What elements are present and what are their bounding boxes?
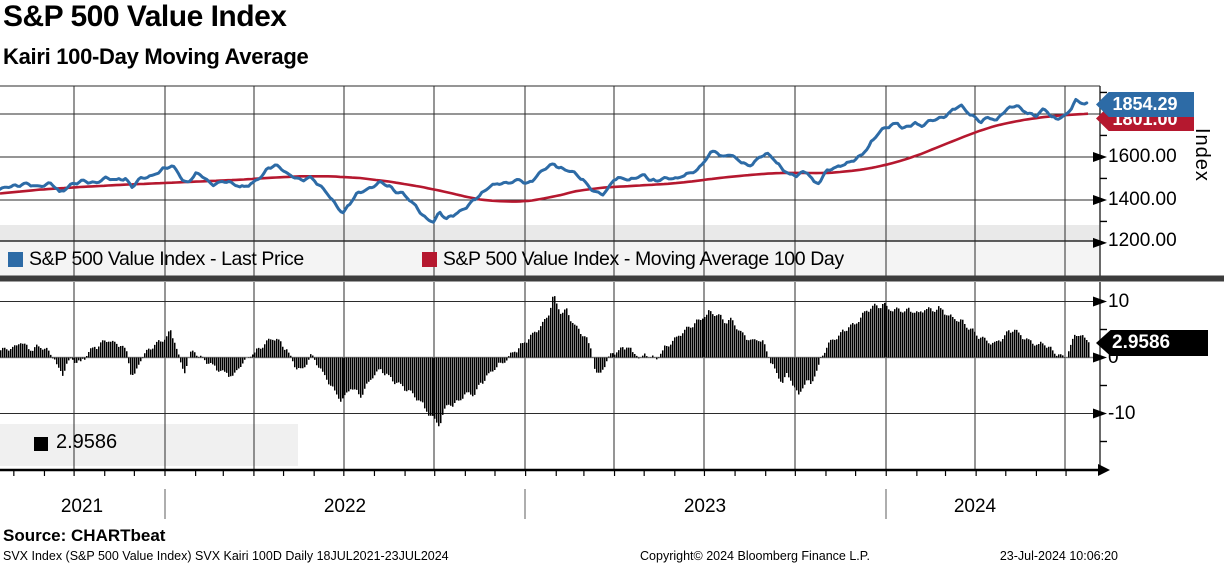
year-label-2023: 2023: [683, 496, 727, 517]
footer-copyright: Copyright© 2024 Bloomberg Finance L.P.: [640, 549, 870, 563]
x-axis-arrow-icon: [1098, 464, 1110, 476]
footer-timestamp: 23-Jul-2024 10:06:20: [999, 549, 1118, 563]
source-label: Source: CHARTbeat: [3, 526, 166, 545]
axis-tick-arrow-icon: [1093, 352, 1107, 363]
last-price-line: [0, 98, 1089, 224]
ma-series-label: S&P 500 Value Index - Moving Average 100…: [442, 247, 844, 270]
kairi-legend-value: 2.9586: [56, 431, 118, 453]
axis-tick-arrow-icon: [1093, 237, 1107, 248]
kairi-bars-series: [0, 296, 1090, 427]
y-tick-1400: 1400.00: [1108, 189, 1177, 210]
price-series-swatch: [8, 251, 23, 267]
moving-average-line: [0, 112, 1089, 203]
y-axis-title: Index: [1191, 128, 1213, 182]
panel-divider: [0, 275, 1224, 282]
axis-tick-arrow-icon: [1093, 296, 1107, 307]
top-chart-legend: S&P 500 Value Index - Last Price S&P 500…: [0, 242, 1100, 276]
kairi-last-value-badge: 2.9586: [1096, 330, 1208, 356]
y-tick-1200: 1200.00: [1108, 230, 1177, 251]
kairi-tick-plus10: 10: [1108, 291, 1130, 312]
footer-ticker-info: SVX Index (S&P 500 Value Index) SVX Kair…: [3, 549, 449, 563]
legend-item-moving-average: S&P 500 Value Index - Moving Average 100…: [421, 247, 844, 271]
y-tick-1600: 1600.00: [1108, 146, 1177, 167]
kairi-legend-chip: [0, 424, 298, 466]
top-legend-strip: [0, 241, 1100, 276]
top-legend-strip-upper: [0, 225, 1100, 241]
last-price-badge: 1854.29: [1096, 92, 1194, 117]
page-subtitle: Kairi 100-Day Moving Average: [3, 44, 309, 69]
page-title: S&P 500 Value Index: [3, 0, 287, 33]
kairi-tick-minus10: -10: [1108, 403, 1136, 424]
kairi-series-swatch: [34, 437, 48, 451]
axis-tick-arrow-icon: [1093, 194, 1107, 205]
ma-series-swatch: [421, 251, 437, 267]
year-label-2022: 2022: [323, 496, 367, 517]
year-label-2024: 2024: [953, 496, 997, 517]
price-series-label: S&P 500 Value Index - Last Price: [29, 247, 304, 270]
axis-tick-arrow-icon: [1093, 151, 1107, 162]
axis-tick-arrow-icon: [1093, 408, 1107, 419]
kairi-tick-zero: 0: [1108, 347, 1119, 368]
legend-item-last-price: S&P 500 Value Index - Last Price: [8, 248, 304, 271]
year-label-2021: 2021: [60, 496, 104, 517]
